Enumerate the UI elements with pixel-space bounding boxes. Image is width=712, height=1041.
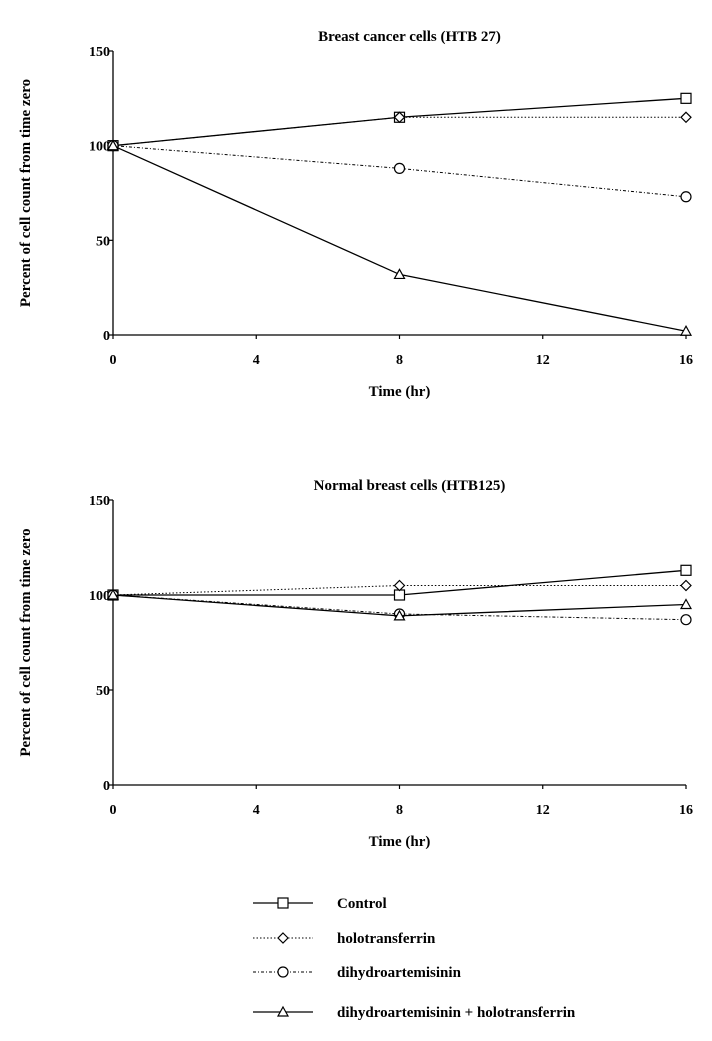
x-tick-label: 8 <box>396 803 403 818</box>
data-point <box>680 191 692 203</box>
data-point <box>680 111 692 124</box>
x-axis-label: Time (hr) <box>369 384 431 400</box>
x-tick-label: 16 <box>679 353 693 368</box>
series-dihydroartemisinin-holotransferrin <box>106 139 693 336</box>
data-point <box>680 614 692 626</box>
x-axis-label: Time (hr) <box>369 834 431 850</box>
x-tick-label: 4 <box>253 803 260 818</box>
data-point <box>679 598 693 610</box>
chart-title: Normal breast cells (HTB125) <box>314 478 506 494</box>
data-point <box>106 588 120 600</box>
legend-entry: dihydroartemisinin + holotransferrin <box>253 1005 576 1021</box>
x-tick-label: 16 <box>679 803 693 818</box>
data-point <box>680 564 692 576</box>
x-tick-label: 12 <box>536 803 550 818</box>
data-point <box>106 139 120 151</box>
y-tick-label: 100 <box>89 589 110 604</box>
series-holotransferrin <box>107 111 692 152</box>
y-tick-label: 150 <box>89 494 110 509</box>
legend-marker <box>277 966 289 978</box>
y-tick-label: 0 <box>103 779 110 794</box>
legend-label: dihydroartemisinin + holotransferrin <box>337 1005 576 1021</box>
legend-entry: dihydroartemisinin <box>253 965 462 981</box>
y-tick-label: 50 <box>96 684 110 699</box>
series-dihydroartemisinin <box>107 140 692 203</box>
y-tick-label: 100 <box>89 140 110 155</box>
chart-breast-cancer: Breast cancer cells (HTB 27) 0 50 100 150 0 4 8… <box>18 29 693 400</box>
data-point <box>680 92 692 104</box>
data-point <box>393 268 406 280</box>
legend: Control holotransferrin dihydroartemisinin… <box>253 896 576 1021</box>
legend-marker <box>276 1005 290 1017</box>
y-tick-label: 0 <box>103 329 110 344</box>
y-axis-label: Percent of cell count from time zero <box>18 528 34 756</box>
series-line <box>112 585 686 596</box>
legend-entry: holotransferrin <box>253 931 436 947</box>
x-tick-label: 8 <box>396 353 403 368</box>
legend-marker <box>277 897 289 909</box>
data-point <box>393 111 406 124</box>
y-tick-label: 50 <box>96 234 110 249</box>
x-tick-label: 0 <box>110 803 117 818</box>
data-point <box>679 324 693 336</box>
legend-label: Control <box>337 896 387 912</box>
data-point <box>393 589 406 601</box>
x-tick-label: 12 <box>536 353 550 368</box>
chart-normal-breast: Normal breast cells (HTB125) 0 50 100 150 0 4 8… <box>18 478 693 850</box>
data-point <box>393 609 406 621</box>
x-tick-label: 0 <box>110 353 117 368</box>
chart-title: Breast cancer cells (HTB 27) <box>318 29 501 45</box>
x-tick-label: 4 <box>253 353 260 368</box>
y-axis-label: Percent of cell count from time zero <box>18 79 34 307</box>
legend-marker <box>277 932 289 944</box>
data-point <box>393 162 406 174</box>
legend-label: dihydroartemisinin <box>337 965 462 981</box>
y-tick-label: 150 <box>89 45 110 60</box>
legend-label: holotransferrin <box>337 931 436 947</box>
legend-entry: Control <box>253 896 387 912</box>
data-point <box>393 579 406 592</box>
series-dihydroartemisinin-holotransferrin <box>106 588 693 621</box>
data-point <box>680 579 692 592</box>
